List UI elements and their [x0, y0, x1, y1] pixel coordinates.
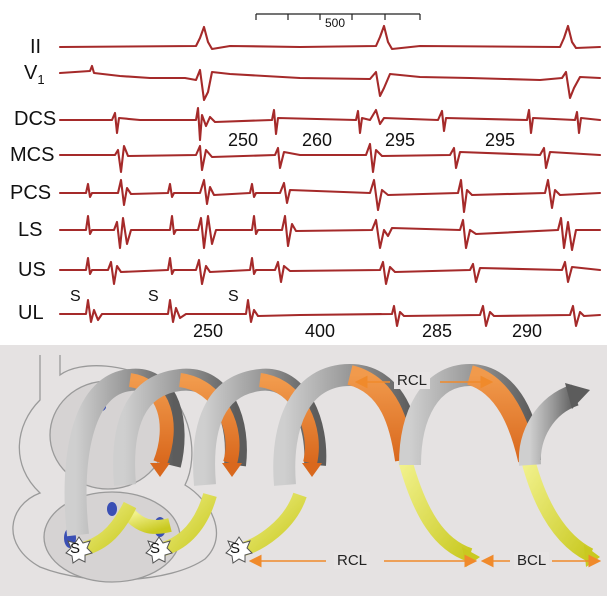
ul-interval: 400 [305, 321, 336, 341]
trace-pcs [58, 178, 602, 214]
dcs-interval: 260 [302, 130, 333, 150]
scale-bar [255, 13, 421, 20]
ul-interval: 290 [512, 321, 543, 341]
trace-ii [58, 24, 602, 51]
lead-label-mcs: MCS [10, 144, 55, 166]
lead-label-ii: II [30, 36, 42, 58]
bcl-label: BCL [514, 552, 550, 569]
scale-bar-label: 500 [325, 16, 346, 30]
lead-label-ul: UL [18, 302, 44, 324]
lead-label-pcs: PCS [10, 182, 52, 204]
ul-interval: 250 [193, 321, 224, 341]
trace-mcs [58, 142, 602, 174]
stimulus-label: S [150, 540, 161, 557]
stimulus-bursts [65, 536, 253, 564]
reentry-spiral-diagram [0, 345, 607, 596]
lead-label-us: US [18, 259, 46, 281]
stimulus-marker: S [228, 288, 239, 305]
stimulus-label: S [230, 540, 241, 557]
electrogram-traces [58, 13, 602, 328]
trace-dcs [58, 106, 602, 142]
ul-interval: 285 [422, 321, 453, 341]
rcl-label-bottom: RCL [334, 552, 371, 569]
dcs-interval: 250 [228, 130, 259, 150]
lead-label-ls: LS [18, 219, 43, 241]
trace-ul [58, 298, 602, 328]
trace-v1 [58, 64, 602, 102]
lead-label-dcs: DCS [14, 108, 57, 130]
rcl-label-top: RCL [394, 372, 431, 389]
dcs-interval: 295 [485, 130, 516, 150]
stimulus-marker: S [148, 288, 159, 305]
dcs-interval: 295 [385, 130, 416, 150]
stimulus-marker: S [70, 288, 81, 305]
stimulus-label: S [70, 540, 81, 557]
trace-us [58, 256, 602, 286]
trace-ls [58, 214, 602, 252]
lead-label-v1: V1 [24, 62, 45, 87]
